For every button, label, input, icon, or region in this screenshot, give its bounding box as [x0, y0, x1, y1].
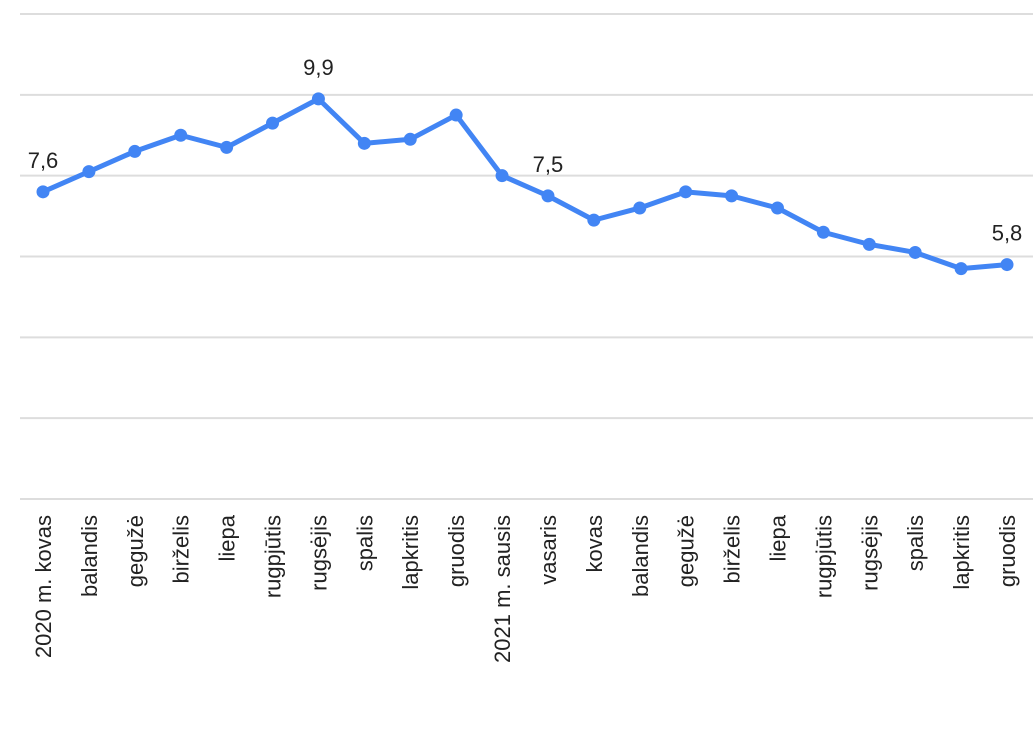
x-tick-label: kovas: [582, 515, 607, 572]
data-point: [1000, 258, 1014, 272]
data-point: [357, 136, 371, 150]
data-point: [128, 144, 142, 158]
x-tick-label: lapkritis: [398, 515, 423, 590]
data-point: [449, 108, 463, 122]
data-point: [220, 140, 234, 154]
data-label: 7,5: [533, 152, 564, 177]
data-point: [36, 185, 50, 199]
x-tick-label: gruodis: [995, 515, 1020, 587]
x-tick-label: gruodis: [444, 515, 469, 587]
x-tick-label: birželis: [720, 515, 745, 583]
x-tick-label: lapkritis: [949, 515, 974, 590]
x-tick-label: 2021 m. sausis: [490, 515, 515, 663]
x-tick-label: rugpjūtis: [261, 515, 286, 598]
x-tick-label: balandis: [77, 515, 102, 597]
x-tick-label: balandis: [628, 515, 653, 597]
data-point: [862, 237, 876, 251]
data-point: [770, 201, 784, 215]
x-tick-label: spalis: [903, 515, 928, 571]
x-tick-label: liepa: [215, 514, 240, 561]
data-label: 9,9: [303, 55, 334, 80]
data-point: [725, 189, 739, 203]
series-line: [41, 96, 1008, 272]
x-tick-label: rugsėjis: [306, 515, 331, 591]
data-point: [816, 225, 830, 239]
x-tick-label: liepa: [765, 514, 790, 561]
x-tick-label: gegužė: [123, 515, 148, 587]
data-point: [311, 92, 325, 106]
x-tick-label: 2020 m. kovas: [31, 515, 56, 658]
data-point: [633, 201, 647, 215]
data-point: [174, 128, 188, 142]
x-tick-label: spalis: [352, 515, 377, 571]
x-tick-label: rugsėjis: [857, 515, 882, 591]
x-tick-label: birželis: [169, 515, 194, 583]
data-point: [82, 165, 96, 179]
data-point: [954, 262, 968, 276]
x-tick-label: vasaris: [536, 515, 561, 585]
data-point: [541, 189, 555, 203]
x-tick-label: gegužė: [674, 515, 699, 587]
data-point: [679, 185, 693, 199]
data-point: [495, 169, 509, 183]
data-point: [266, 116, 280, 130]
data-point: [908, 245, 922, 259]
data-point: [403, 132, 417, 146]
x-tick-label: rugpjūtis: [811, 515, 836, 598]
data-label: 7,6: [28, 148, 59, 173]
data-point: [587, 213, 601, 227]
data-label: 5,8: [992, 221, 1023, 246]
